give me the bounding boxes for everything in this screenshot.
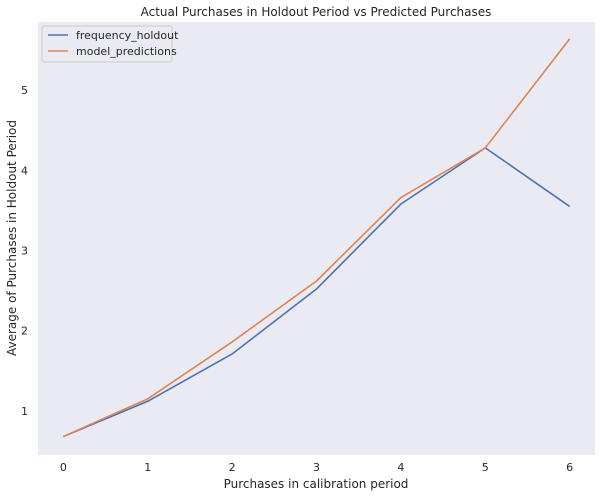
chart-title: Actual Purchases in Holdout Period vs Pr… <box>141 5 492 19</box>
x-tick-label: 0 <box>60 461 67 474</box>
legend-label-model-predictions: model_predictions <box>76 45 177 58</box>
x-tick-label: 6 <box>566 461 573 474</box>
x-tick-label: 3 <box>313 461 320 474</box>
series-layer <box>62 38 571 438</box>
x-tick-label: 5 <box>482 461 489 474</box>
y-axis-ticks: 1 2 3 4 5 <box>21 84 28 418</box>
x-axis-ticks: 0 1 2 3 4 5 6 <box>60 461 573 474</box>
y-tick-label: 3 <box>21 245 28 258</box>
series-line-model-predictions <box>62 38 571 438</box>
y-tick-label: 1 <box>21 405 28 418</box>
legend: frequency_holdout model_predictions <box>41 25 179 63</box>
y-tick-label: 5 <box>21 84 28 97</box>
x-tick-label: 2 <box>229 461 236 474</box>
y-tick-label: 2 <box>21 325 28 338</box>
x-axis-label: Purchases in calibration period <box>224 477 409 491</box>
y-axis-label: Average of Purchases in Holdout Period <box>5 120 19 356</box>
legend-box <box>41 25 173 63</box>
legend-label-frequency-holdout: frequency_holdout <box>76 29 179 42</box>
x-tick-label: 1 <box>144 461 151 474</box>
x-tick-label: 4 <box>397 461 404 474</box>
y-tick-label: 4 <box>21 164 28 177</box>
plot-area <box>38 22 595 455</box>
